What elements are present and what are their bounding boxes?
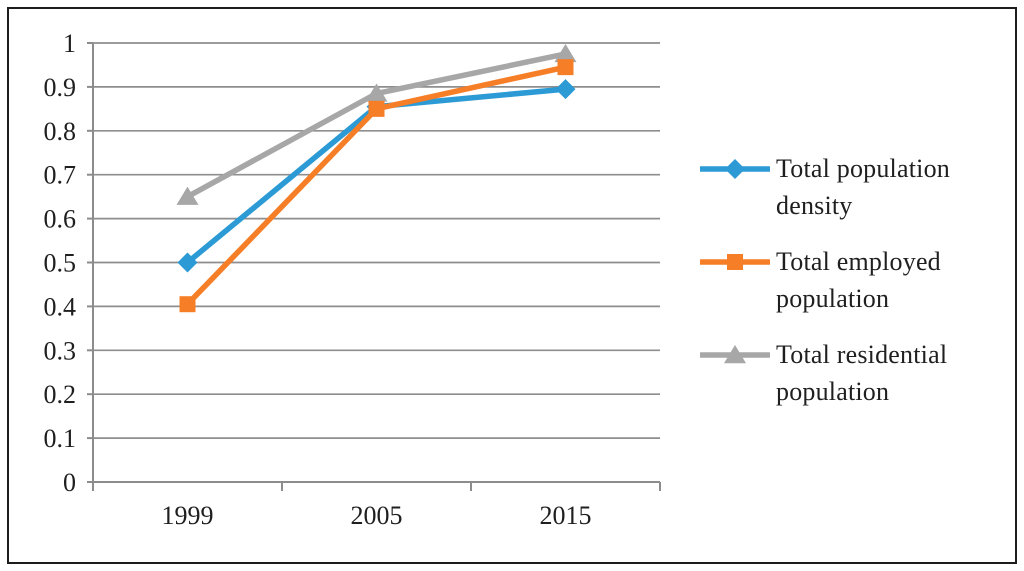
legend-marker-triangle-icon xyxy=(700,345,770,364)
series-marker-square xyxy=(179,296,196,313)
y-tick-label: 0.4 xyxy=(44,292,77,321)
y-tick-label: 0.8 xyxy=(44,117,77,146)
y-tick-label: 0.5 xyxy=(44,249,77,278)
series-marker-triangle xyxy=(554,43,577,63)
legend: Total population density Total employed … xyxy=(700,150,1010,429)
series-marker-triangle xyxy=(365,83,388,102)
legend-marker-diamond-icon xyxy=(700,159,770,179)
y-tick-label: 0.6 xyxy=(44,205,77,234)
series-marker-square xyxy=(368,100,385,117)
legend-label: Total population density xyxy=(776,154,950,220)
legend-label: Total residential population xyxy=(776,340,948,406)
legend-item-total-residential-population: Total residential population xyxy=(700,336,1010,410)
y-tick-label: 0.2 xyxy=(44,380,77,409)
y-tick-label: 0.1 xyxy=(44,424,77,453)
y-tick-label: 0.9 xyxy=(44,73,77,102)
y-tick-label: 0.3 xyxy=(44,336,77,365)
legend-marker-square-icon xyxy=(700,254,770,270)
y-tick-label: 0.7 xyxy=(44,161,77,190)
legend-item-total-population-density: Total population density xyxy=(700,150,1010,224)
x-tick-label: 1999 xyxy=(162,501,214,530)
series-marker-diamond xyxy=(177,252,198,273)
series-marker-diamond xyxy=(555,79,576,100)
legend-label: Total employed population xyxy=(776,247,941,313)
series-marker-triangle xyxy=(176,186,199,205)
legend-item-total-employed-population: Total employed population xyxy=(700,243,1010,317)
legend-shape xyxy=(727,254,743,270)
y-tick-label: 1 xyxy=(63,29,76,58)
x-tick-label: 2015 xyxy=(540,501,592,530)
y-tick-label: 0 xyxy=(63,468,76,497)
x-tick-label: 2005 xyxy=(351,501,403,530)
legend-shape xyxy=(725,159,745,179)
series-marker-square xyxy=(557,59,574,76)
chart-figure-border xyxy=(7,7,1017,564)
legend-shape xyxy=(724,345,746,364)
